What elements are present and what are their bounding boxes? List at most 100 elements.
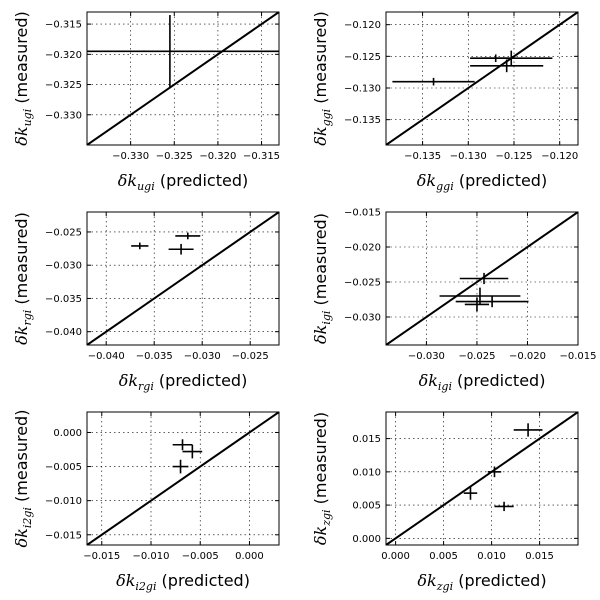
axes-frame (385, 211, 579, 346)
y-tick-label: 0.005 (352, 501, 381, 512)
data-point (464, 297, 490, 312)
panel-zgi: 0.000 0.005 0.010 0.015 0.000 0.005 0.010 0.015… (311, 411, 579, 593)
data-point (182, 444, 203, 459)
data-point (168, 243, 194, 255)
x-axis-label-suffix: (predicted) (454, 171, 547, 190)
y-tick-label: −0.025 (45, 227, 82, 238)
axes-frame (385, 411, 579, 546)
x-tick-label: −0.320 (199, 151, 236, 162)
x-tick-label: 0.000 (235, 551, 264, 562)
x-tick-label: 0.000 (381, 551, 410, 562)
data-point (459, 272, 509, 285)
y-tick-label: −0.125 (344, 52, 381, 63)
y-axis-label-suffix: (measured) (311, 412, 330, 510)
data-point (131, 242, 149, 250)
y-axis-label-symbol: δk (12, 326, 31, 345)
data-point (470, 50, 553, 66)
y-tick-label: −0.025 (344, 278, 381, 289)
y-tick-label: −0.040 (45, 327, 82, 338)
panel-ggi: −0.135 −0.130 −0.125 −0.120 −0.135 −0.130 −0.1… (311, 11, 579, 193)
axes-frame (86, 411, 280, 546)
y-tick-label: 0.015 (352, 434, 381, 445)
y-tick-label: −0.020 (344, 243, 381, 254)
y-tick-label: −0.015 (344, 208, 381, 219)
plot-area (386, 212, 578, 345)
y-axis-label: δkigi (measured) (311, 213, 333, 344)
x-tick-label: 0.015 (525, 551, 554, 562)
y-axis-label-symbol: δk (12, 528, 31, 547)
y-axis-label-symbol: δk (311, 325, 330, 344)
x-axis-label-symbol: δk (119, 371, 138, 390)
data-point (87, 15, 279, 88)
data-point (463, 486, 478, 500)
panel-rgi: −0.040 −0.035 −0.030 −0.025 −0.040 −0.035 −0.0… (12, 211, 280, 393)
x-tick-label: −0.020 (509, 351, 546, 362)
data-point (455, 296, 529, 308)
y-tick-label: −0.120 (344, 20, 381, 31)
x-axis-label-subscript: zgi (436, 580, 453, 593)
y-axis-label-subscript: zgi (320, 509, 333, 526)
y-axis-label-symbol: δk (311, 126, 330, 145)
y-tick-label: −0.330 (45, 110, 82, 121)
x-tick-label: −0.325 (156, 151, 193, 162)
axes-frame (86, 211, 280, 346)
x-axis-label: δkzgi (predicted) (417, 571, 546, 593)
y-tick-label: −0.325 (45, 80, 82, 91)
x-axis-label: δkrgi (predicted) (119, 371, 248, 393)
x-axis-label-subscript: igi (438, 380, 452, 393)
x-tick-label: −0.010 (132, 551, 169, 562)
x-tick-label: 0.010 (477, 551, 506, 562)
axes-frame (86, 11, 280, 146)
x-axis-label-symbol: δk (116, 571, 135, 590)
y-tick-label: 0.010 (352, 467, 381, 478)
x-axis-label: δkggi (predicted) (417, 171, 547, 193)
data-point (172, 459, 189, 474)
data-point (175, 232, 201, 240)
x-axis-label-suffix: (predicted) (155, 171, 248, 190)
x-tick-label: −0.125 (495, 151, 532, 162)
data-point (172, 439, 193, 451)
panel-ugi: −0.330 −0.325 −0.320 −0.315 −0.330 −0.325 −0.3… (12, 11, 280, 193)
x-axis-label-symbol: δk (417, 571, 436, 590)
x-tick-label: −0.015 (83, 551, 120, 562)
panel-i2gi: −0.015 −0.010 −0.005 0.000 −0.015 −0.010 −0.00… (12, 410, 280, 593)
x-tick-label: −0.315 (243, 151, 280, 162)
x-axis-label-suffix: (predicted) (154, 371, 247, 390)
x-tick-label: −0.330 (112, 151, 149, 162)
y-tick-label: 0.000 (53, 428, 82, 439)
x-tick-label: −0.130 (450, 151, 487, 162)
data-point (513, 423, 543, 437)
x-axis-label-subscript: rgi (138, 380, 154, 393)
x-axis-label-suffix: (predicted) (156, 571, 249, 590)
plot-area (87, 412, 279, 545)
x-axis-label-symbol: δk (417, 171, 436, 190)
y-tick-label: −0.015 (45, 530, 82, 541)
y-axis-label: δkggi (measured) (311, 11, 333, 145)
x-axis-label-subscript: ugi (137, 180, 155, 193)
y-axis-label-suffix: (measured) (12, 410, 31, 508)
x-tick-label: −0.025 (458, 351, 495, 362)
y-tick-label: −0.035 (45, 294, 82, 305)
x-tick-label: −0.030 (408, 351, 445, 362)
y-axis-label-suffix: (measured) (12, 11, 31, 109)
x-axis-label-symbol: δk (419, 371, 438, 390)
y-axis-label-subscript: ugi (21, 109, 34, 127)
y-axis-label-subscript: rgi (21, 310, 34, 326)
y-axis-label: δkrgi (measured) (12, 212, 34, 345)
x-tick-label: 0.005 (429, 551, 458, 562)
x-tick-label: −0.040 (88, 351, 125, 362)
one-to-one-line (386, 12, 578, 145)
y-tick-label: −0.010 (45, 496, 82, 507)
y-axis-label-subscript: ggi (320, 109, 333, 127)
x-axis-label-symbol: δk (118, 171, 137, 190)
plot-area (87, 212, 279, 345)
y-tick-label: −0.320 (45, 50, 82, 61)
axes-frame (385, 11, 579, 146)
one-to-one-line (87, 12, 279, 145)
y-axis-label-suffix: (measured) (311, 11, 330, 109)
x-tick-label: −0.135 (404, 151, 441, 162)
y-tick-label: −0.130 (344, 84, 381, 95)
y-axis-label: δki2gi (measured) (12, 410, 34, 548)
plot-area (386, 412, 578, 545)
